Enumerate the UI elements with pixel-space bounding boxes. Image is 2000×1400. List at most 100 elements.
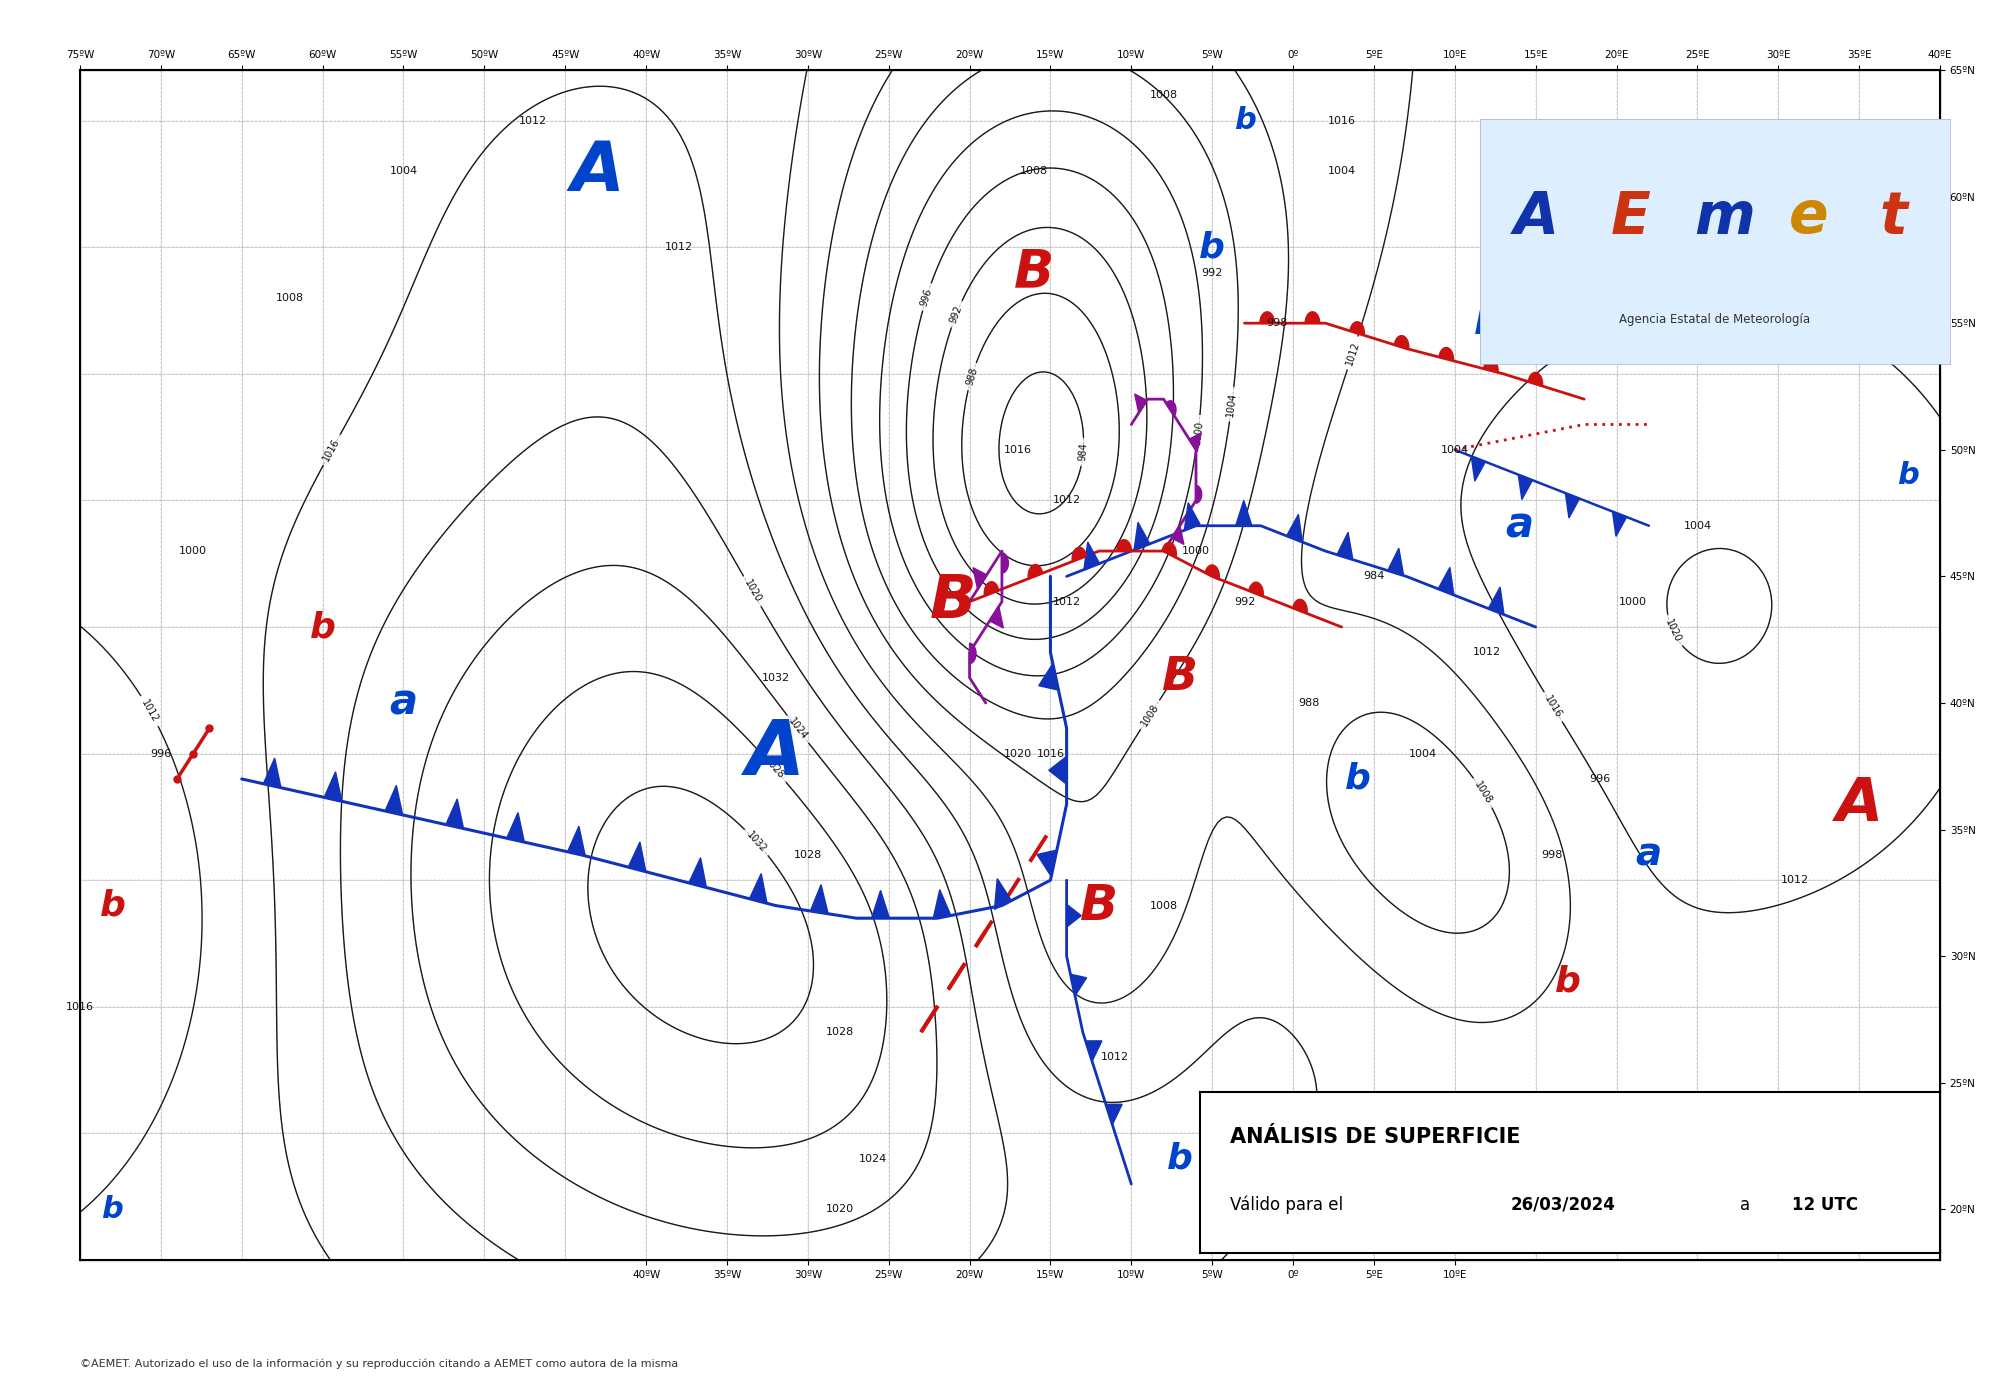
- Text: 1012: 1012: [664, 242, 692, 252]
- Text: 988: 988: [964, 367, 980, 386]
- Text: 1024: 1024: [858, 1154, 886, 1163]
- Text: 1004: 1004: [1440, 445, 1468, 455]
- Text: 1012: 1012: [1052, 496, 1080, 505]
- Text: 1024: 1024: [786, 717, 810, 742]
- Text: 1020: 1020: [826, 1204, 854, 1214]
- Polygon shape: [1134, 393, 1146, 413]
- Text: 1000: 1000: [1182, 546, 1210, 556]
- Polygon shape: [1066, 904, 1082, 927]
- Polygon shape: [1438, 347, 1454, 361]
- Text: 1012: 1012: [1780, 875, 1808, 885]
- Text: 996: 996: [150, 749, 172, 759]
- Text: t: t: [1880, 189, 1908, 245]
- Text: 1016: 1016: [322, 437, 342, 463]
- Polygon shape: [1162, 543, 1176, 557]
- Text: b: b: [1200, 230, 1226, 265]
- Text: 1028: 1028: [762, 756, 786, 781]
- Polygon shape: [872, 890, 890, 918]
- Text: b: b: [1474, 307, 1500, 340]
- Polygon shape: [1184, 503, 1200, 531]
- Polygon shape: [1190, 433, 1202, 452]
- Text: 1004: 1004: [1328, 167, 1356, 176]
- Text: B: B: [1080, 882, 1118, 930]
- Text: ANÁLISIS DE SUPERFICIE: ANÁLISIS DE SUPERFICIE: [1230, 1127, 1520, 1147]
- Text: A: A: [570, 137, 624, 204]
- Text: Agencia Estatal de Meteorología: Agencia Estatal de Meteorología: [1620, 314, 1810, 326]
- Text: a: a: [1506, 505, 1534, 547]
- Polygon shape: [1072, 547, 1086, 561]
- Text: 1016: 1016: [1036, 749, 1064, 759]
- Text: 1000: 1000: [1618, 596, 1646, 606]
- Polygon shape: [990, 606, 1004, 629]
- Text: 1004: 1004: [390, 167, 418, 176]
- Text: 1008: 1008: [1020, 167, 1048, 176]
- Polygon shape: [386, 785, 402, 815]
- Polygon shape: [1336, 532, 1352, 560]
- Text: A: A: [746, 717, 806, 791]
- Polygon shape: [264, 759, 280, 788]
- Text: 1008: 1008: [276, 293, 304, 302]
- Text: 1020: 1020: [1004, 749, 1032, 759]
- Polygon shape: [1002, 553, 1008, 573]
- Polygon shape: [1292, 599, 1308, 613]
- Text: Válido para el: Válido para el: [1230, 1196, 1342, 1214]
- Text: A: A: [1836, 774, 1882, 834]
- Text: ©AEMET. Autorizado el uso de la información y su reproducción citando a AEMET co: ©AEMET. Autorizado el uso de la informac…: [80, 1358, 678, 1369]
- Text: 1004: 1004: [1226, 392, 1238, 417]
- Text: b: b: [1344, 762, 1370, 797]
- Polygon shape: [1134, 522, 1150, 550]
- Text: b: b: [310, 610, 336, 644]
- Text: 984: 984: [1078, 442, 1088, 462]
- Text: 1020: 1020: [1664, 617, 1682, 644]
- Polygon shape: [984, 582, 998, 596]
- Text: e: e: [1790, 189, 1828, 245]
- Polygon shape: [446, 799, 464, 829]
- Text: 1000: 1000: [1192, 420, 1204, 445]
- Polygon shape: [970, 644, 976, 664]
- Text: 1000: 1000: [180, 546, 208, 556]
- Polygon shape: [1206, 566, 1220, 580]
- Text: 998: 998: [1266, 318, 1288, 328]
- Polygon shape: [324, 771, 342, 801]
- Text: b: b: [100, 889, 126, 923]
- Polygon shape: [972, 567, 986, 589]
- Text: 1012: 1012: [1474, 647, 1502, 658]
- Polygon shape: [1116, 540, 1132, 552]
- Polygon shape: [1236, 500, 1252, 526]
- Polygon shape: [750, 874, 768, 903]
- Text: 988: 988: [1298, 699, 1320, 708]
- Polygon shape: [1566, 493, 1580, 518]
- Text: a: a: [390, 682, 418, 724]
- Polygon shape: [1048, 756, 1066, 784]
- Polygon shape: [1528, 372, 1542, 386]
- Text: b: b: [1556, 965, 1580, 998]
- Text: 1012: 1012: [140, 697, 160, 724]
- Polygon shape: [1070, 974, 1086, 995]
- Text: 996: 996: [1590, 774, 1610, 784]
- Polygon shape: [1472, 456, 1486, 482]
- Text: m: m: [1694, 189, 1754, 245]
- Polygon shape: [1306, 312, 1320, 323]
- Text: 996: 996: [920, 287, 934, 307]
- Polygon shape: [810, 885, 828, 914]
- Text: 1012: 1012: [518, 116, 546, 126]
- Text: 12 UTC: 12 UTC: [1792, 1196, 1858, 1214]
- Text: 992: 992: [1202, 267, 1222, 277]
- Text: 984: 984: [1364, 571, 1384, 581]
- Polygon shape: [1350, 322, 1364, 336]
- Polygon shape: [1166, 400, 1176, 416]
- Polygon shape: [994, 879, 1012, 910]
- Text: 1008: 1008: [1472, 780, 1494, 805]
- Text: 1028: 1028: [826, 1028, 854, 1037]
- Polygon shape: [1248, 582, 1264, 596]
- Polygon shape: [1038, 850, 1056, 876]
- Text: 1016: 1016: [1328, 116, 1356, 126]
- Polygon shape: [628, 841, 646, 872]
- Text: 1004: 1004: [1408, 749, 1436, 759]
- Polygon shape: [934, 889, 950, 918]
- Text: B: B: [1162, 655, 1198, 700]
- Polygon shape: [568, 826, 586, 855]
- Text: 1012: 1012: [1812, 167, 1840, 176]
- Polygon shape: [1438, 567, 1454, 595]
- Text: b: b: [1896, 461, 1918, 490]
